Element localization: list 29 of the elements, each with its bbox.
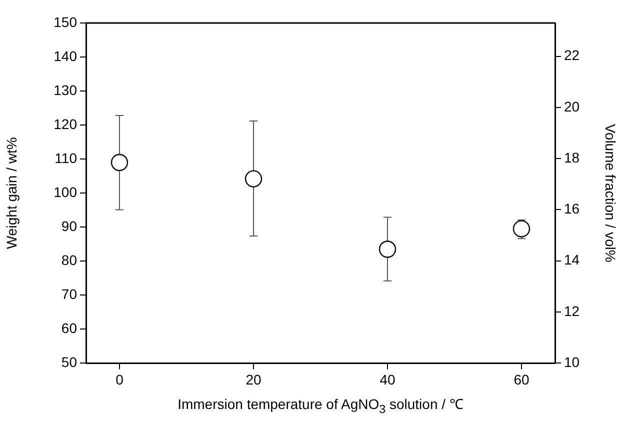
y-tick-label: 110 — [54, 150, 78, 166]
x-axis-title: Immersion temperature of AgNO$_{3}$ solution / ℃ — [176, 395, 464, 416]
y2-axis-title: Volume fraction / vol% — [602, 124, 619, 262]
y2-tick-label: 20 — [564, 98, 580, 114]
y-tick-label: 120 — [54, 116, 78, 132]
point — [244, 170, 262, 188]
y-tick-label: 150 — [54, 14, 78, 30]
y-tick-label: 140 — [54, 48, 78, 64]
y-tick-label: 60 — [61, 320, 78, 336]
y-tick-label: 50 — [61, 354, 78, 370]
y-tick-label: 80 — [61, 252, 78, 268]
y-tick-label: 100 — [54, 184, 78, 200]
point — [378, 240, 396, 258]
y2-tick-label: 12 — [564, 302, 580, 319]
x-tick-label: 20 — [246, 371, 262, 388]
x-tick-label: 40 — [380, 371, 396, 388]
y-tick-label: 70 — [61, 286, 78, 302]
y2-tick-label: 14 — [564, 252, 580, 268]
y2-tick-label: 10 — [564, 354, 580, 370]
point — [512, 220, 530, 238]
x-tick-label: 0 — [116, 371, 124, 388]
y-tick-label: 130 — [54, 82, 78, 98]
point — [110, 154, 128, 172]
y2-tick-label: 16 — [564, 200, 580, 217]
x-tick-label: 60 — [514, 371, 530, 388]
y2-tick-label: 22 — [564, 47, 580, 64]
y2-tick-label: 18 — [564, 149, 580, 166]
y-axis-title: Weight gain / wt% — [3, 137, 20, 249]
y-tick-label: 90 — [61, 218, 78, 234]
